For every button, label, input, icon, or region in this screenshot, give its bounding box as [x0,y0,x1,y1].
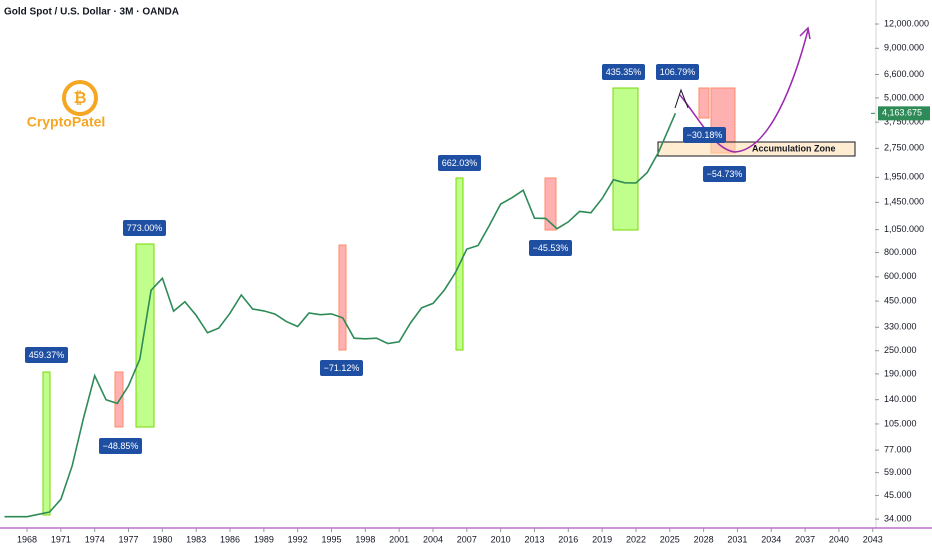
annotation-text: −45.53% [533,243,569,253]
annotation-text: 106.79% [660,67,696,77]
y-tick-label: 1,450.000 [884,197,924,207]
logo-ring [62,80,98,116]
y-tick-label: 250.000 [884,345,917,355]
x-tick-label: 2013 [524,534,544,544]
watermark-text: CryptoPatel [27,114,106,130]
annotation-box [320,360,363,376]
x-tick-label: 2043 [863,534,883,544]
y-tick-label: 6,600.000 [884,69,924,79]
x-tick-label: 2028 [694,534,714,544]
y-tick-label: 77.000 [884,444,912,454]
y-tick-label: 600.000 [884,271,917,281]
annotation-text: 662.03% [442,158,478,168]
x-tick-label: 1974 [85,534,105,544]
projection-curve [679,29,809,153]
y-tick-label: 450.000 [884,295,917,305]
annotation-text: −30.18% [687,130,723,140]
last-price-label: 4,163.675 [882,108,922,118]
y-tick-label: 1,950.000 [884,172,924,182]
y-tick-label: 59.000 [884,467,912,477]
x-tick-label: 1992 [288,534,308,544]
zone-label: Accumulation Zone [752,143,836,153]
logo-letter: ₿ [73,89,86,107]
y-tick-label: 1,050.000 [884,224,924,234]
annotation-text: −54.73% [707,169,743,179]
watermark-logo: ₿ CryptoPatel [27,80,106,130]
loss-zone [544,177,557,231]
annotation-text: 435.35% [606,67,642,77]
annotation-box [529,240,572,256]
last-price-box [878,106,930,121]
y-tick-label: 5,000.000 [884,92,924,102]
y-tick-label: 34.000 [884,513,912,523]
y-tick-label: 140.000 [884,394,917,404]
x-tick-label: 1995 [321,534,341,544]
loss-zone [338,244,347,351]
x-tick-label: 1989 [254,534,274,544]
x-tick-label: 2022 [626,534,646,544]
price-line [4,112,677,518]
x-tick-label: 2001 [389,534,409,544]
annotation-text: 773.00% [127,223,163,233]
y-tick-label: 800.000 [884,247,917,257]
x-tick-label: 2025 [660,534,680,544]
y-tick-label: 45.000 [884,490,912,500]
x-tick-label: 2004 [423,534,443,544]
y-tick-label: 3,750.000 [884,117,924,127]
x-tick-label: 2019 [592,534,612,544]
x-tick-label: 1968 [17,534,37,544]
x-tick-label: 1971 [51,534,71,544]
annotation-box [703,166,746,182]
y-tick-label: 12,000.000 [884,18,929,28]
annotation-box [123,220,166,236]
annotation-box [99,438,142,454]
annotation-box [656,64,699,80]
annotation-box [683,127,726,143]
x-tick-label: 1986 [220,534,240,544]
annotation-text: −71.12% [324,363,360,373]
y-tick-label: 9,000.000 [884,43,924,53]
y-tick-label: 330.000 [884,322,917,332]
y-tick-label: 105.000 [884,418,917,428]
chart-title: Gold Spot / U.S. Dollar · 3M · OANDA [4,7,179,18]
x-tick-label: 1977 [119,534,139,544]
projection-arrow [799,26,811,40]
annotation-text: 459.37% [29,350,65,360]
x-tick-label: 1980 [152,534,172,544]
x-tick-label: 2010 [491,534,511,544]
y-tick-label: 190.000 [884,368,917,378]
annotation-text: −48.85% [103,441,139,451]
peak-arrow [674,88,689,109]
x-tick-label: 2034 [761,534,781,544]
x-tick-label: 1983 [186,534,206,544]
loss-zone [698,87,710,119]
x-tick-label: 2037 [795,534,815,544]
y-tick-label: 2,750.000 [884,143,924,153]
annotation-box [25,347,68,363]
annotation-box [602,64,645,80]
annotation-box [438,155,481,171]
x-tick-label: 2007 [457,534,477,544]
x-tick-label: 2016 [558,534,578,544]
x-tick-label: 2040 [829,534,849,544]
gain-zone [135,243,155,428]
gain-zone [42,371,51,516]
x-tick-label: 1998 [355,534,375,544]
gain-zone [612,87,639,231]
x-tick-label: 2031 [727,534,747,544]
